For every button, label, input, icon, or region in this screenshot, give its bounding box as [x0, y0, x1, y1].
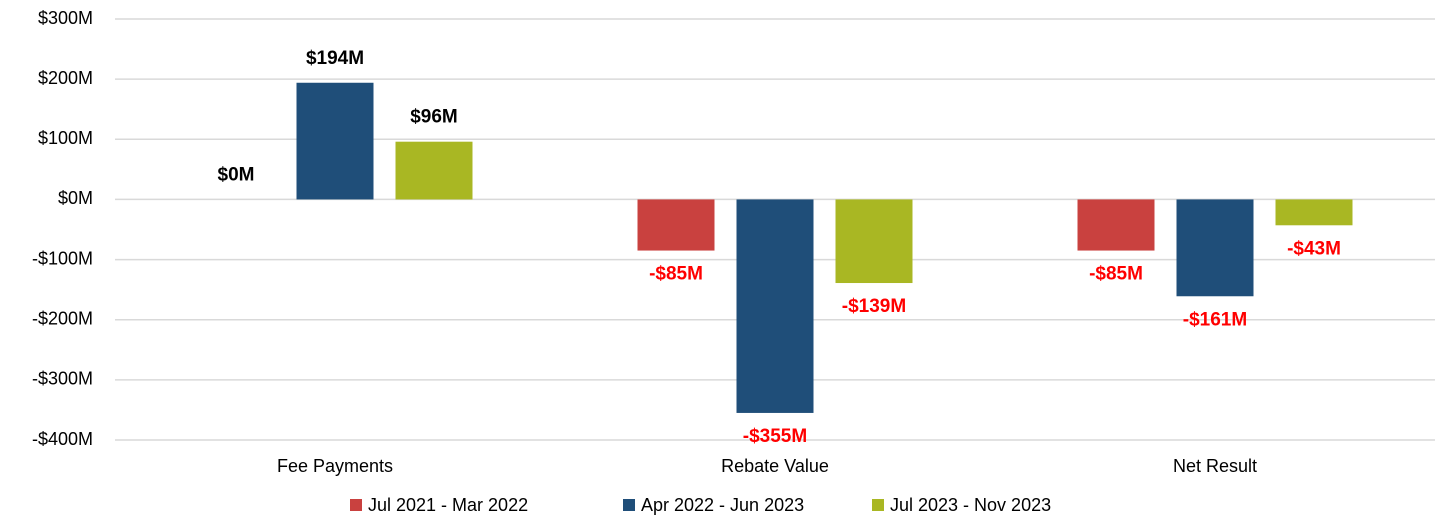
data-label: -$161M	[1183, 309, 1247, 330]
y-tick-label: $200M	[38, 68, 93, 88]
bar	[637, 199, 715, 251]
y-tick-label: -$100M	[32, 248, 93, 268]
y-tick-label: $100M	[38, 128, 93, 148]
legend-swatch	[350, 499, 362, 511]
bar	[296, 82, 374, 200]
data-label: -$139M	[842, 296, 906, 317]
legend-label: Jul 2023 - Nov 2023	[890, 495, 1051, 515]
bar	[835, 199, 913, 284]
y-tick-label: $0M	[58, 188, 93, 208]
legend-swatch	[872, 499, 884, 511]
bar	[1275, 199, 1353, 226]
legend-swatch	[623, 499, 635, 511]
data-label: -$355M	[743, 426, 807, 447]
y-tick-label: -$200M	[32, 308, 93, 328]
legend-label: Apr 2022 - Jun 2023	[641, 495, 804, 515]
legend-label: Jul 2021 - Mar 2022	[368, 495, 528, 515]
bar	[1176, 199, 1254, 297]
y-tick-label: -$400M	[32, 429, 93, 449]
data-label: -$43M	[1287, 238, 1341, 259]
data-label: $96M	[410, 107, 458, 128]
bar	[736, 199, 814, 413]
bar	[1077, 199, 1155, 251]
y-tick-label: $300M	[38, 8, 93, 28]
y-tick-label: -$300M	[32, 369, 93, 389]
x-tick-label: Rebate Value	[721, 456, 829, 476]
data-label: $194M	[306, 48, 364, 69]
x-tick-label: Net Result	[1173, 456, 1257, 476]
x-tick-label: Fee Payments	[277, 456, 393, 476]
bar	[395, 141, 473, 200]
data-label: $0M	[218, 164, 255, 185]
data-label: -$85M	[1089, 264, 1143, 285]
data-label: -$85M	[649, 264, 703, 285]
